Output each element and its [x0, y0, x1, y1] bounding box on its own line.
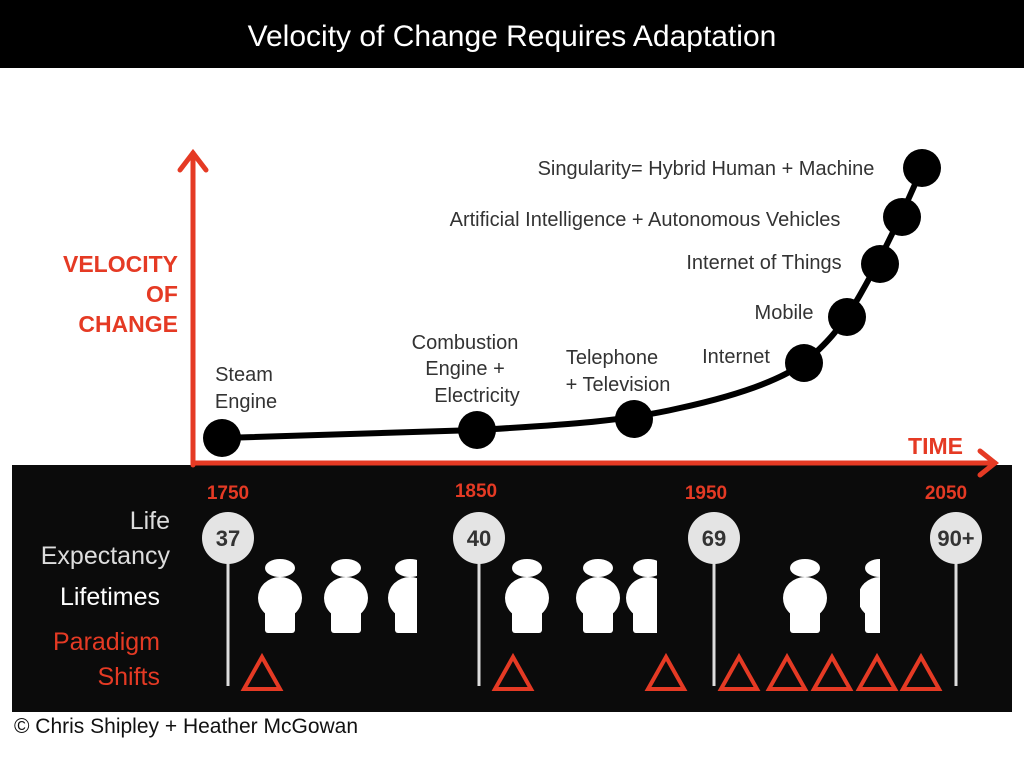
milestone-label: Artificial Intelligence + Autonomous Veh…: [450, 209, 841, 231]
life-expectancy-pin: [688, 512, 740, 564]
y-axis-label-line: CHANGE: [78, 311, 178, 337]
timeline-marker: 1850 40: [453, 481, 505, 686]
paradigm-shift-triangle-icon: [810, 652, 854, 691]
milestone-label: Mobile: [755, 302, 814, 324]
timeline-marker: 2050 90+: [925, 483, 982, 686]
paradigm-shift-triangle-icon: [491, 652, 535, 691]
row-label-life-expectancy: Life: [130, 507, 170, 535]
year-label: 1950: [685, 483, 727, 504]
person-icon: [505, 559, 549, 633]
milestone-dot: [883, 198, 921, 236]
milestone-dot: [861, 245, 899, 283]
milestone-label: + Television: [566, 374, 671, 396]
person-icon: [783, 559, 827, 633]
timeline-marker: 1750 37: [202, 483, 254, 686]
milestone-label: Engine +: [425, 358, 505, 380]
row-label-life-expectancy: Expectancy: [41, 542, 171, 570]
milestone-dots: [203, 149, 941, 457]
person-icon: [324, 559, 368, 633]
paradigm-shifts-row: [240, 652, 943, 691]
paradigm-shift-triangle-icon: [240, 652, 284, 691]
copyright: © Chris Shipley + Heather McGowan: [14, 715, 358, 738]
x-axis-label: TIME: [908, 433, 963, 459]
life-expectancy-pin: [453, 512, 505, 564]
y-axis: [177, 148, 209, 468]
year-label: 1750: [207, 483, 249, 504]
row-label-paradigm-shifts: Shifts: [97, 663, 160, 691]
paradigm-shift-triangle-icon: [765, 652, 809, 691]
paradigm-shift-triangle-icon: [644, 652, 688, 691]
life-expectancy-value: 69: [702, 526, 726, 551]
milestone-dot: [615, 400, 653, 438]
year-label: 2050: [925, 483, 967, 504]
person-icon: [258, 559, 302, 633]
milestone-label: Combustion: [412, 332, 519, 354]
partial-person-icon: [860, 559, 880, 633]
paradigm-shift-triangle-icon: [855, 652, 899, 691]
milestone-label: Internet: [702, 346, 770, 368]
milestone-label: Steam: [215, 364, 273, 386]
page-title: Velocity of Change Requires Adaptation: [248, 20, 777, 53]
milestone-label: Engine: [215, 391, 277, 413]
row-label-paradigm-shifts: Paradigm: [53, 628, 160, 656]
lifetimes-row: [258, 559, 880, 633]
milestone-dot: [828, 298, 866, 336]
life-expectancy-pin: [202, 512, 254, 564]
partial-person-icon: [626, 559, 657, 633]
life-expectancy-value: 90+: [937, 526, 974, 551]
year-label: 1850: [455, 481, 497, 502]
row-label-lifetimes: Lifetimes: [60, 583, 160, 611]
milestone-dot: [203, 419, 241, 457]
milestone-dot: [458, 411, 496, 449]
timeline-marker: 1950 69: [685, 483, 740, 686]
title-bar: [0, 0, 1024, 68]
life-expectancy-pin: [930, 512, 982, 564]
paradigm-shift-triangle-icon: [899, 652, 943, 691]
x-axis: [190, 448, 1000, 478]
partial-person-icon: [388, 559, 417, 633]
milestone-label: Internet of Things: [686, 252, 841, 274]
milestone-label: Singularity= Hybrid Human + Machine: [538, 158, 875, 180]
y-axis-label-line: OF: [146, 281, 178, 307]
life-expectancy-value: 37: [216, 526, 240, 551]
life-expectancy-value: 40: [467, 526, 491, 551]
milestone-dot: [903, 149, 941, 187]
person-icon: [576, 559, 620, 633]
y-axis-label-line: VELOCITY: [63, 251, 178, 277]
milestone-label: Telephone: [566, 347, 658, 369]
milestone-label: Electricity: [434, 385, 520, 407]
paradigm-shift-triangle-icon: [717, 652, 761, 691]
milestone-dot: [785, 344, 823, 382]
